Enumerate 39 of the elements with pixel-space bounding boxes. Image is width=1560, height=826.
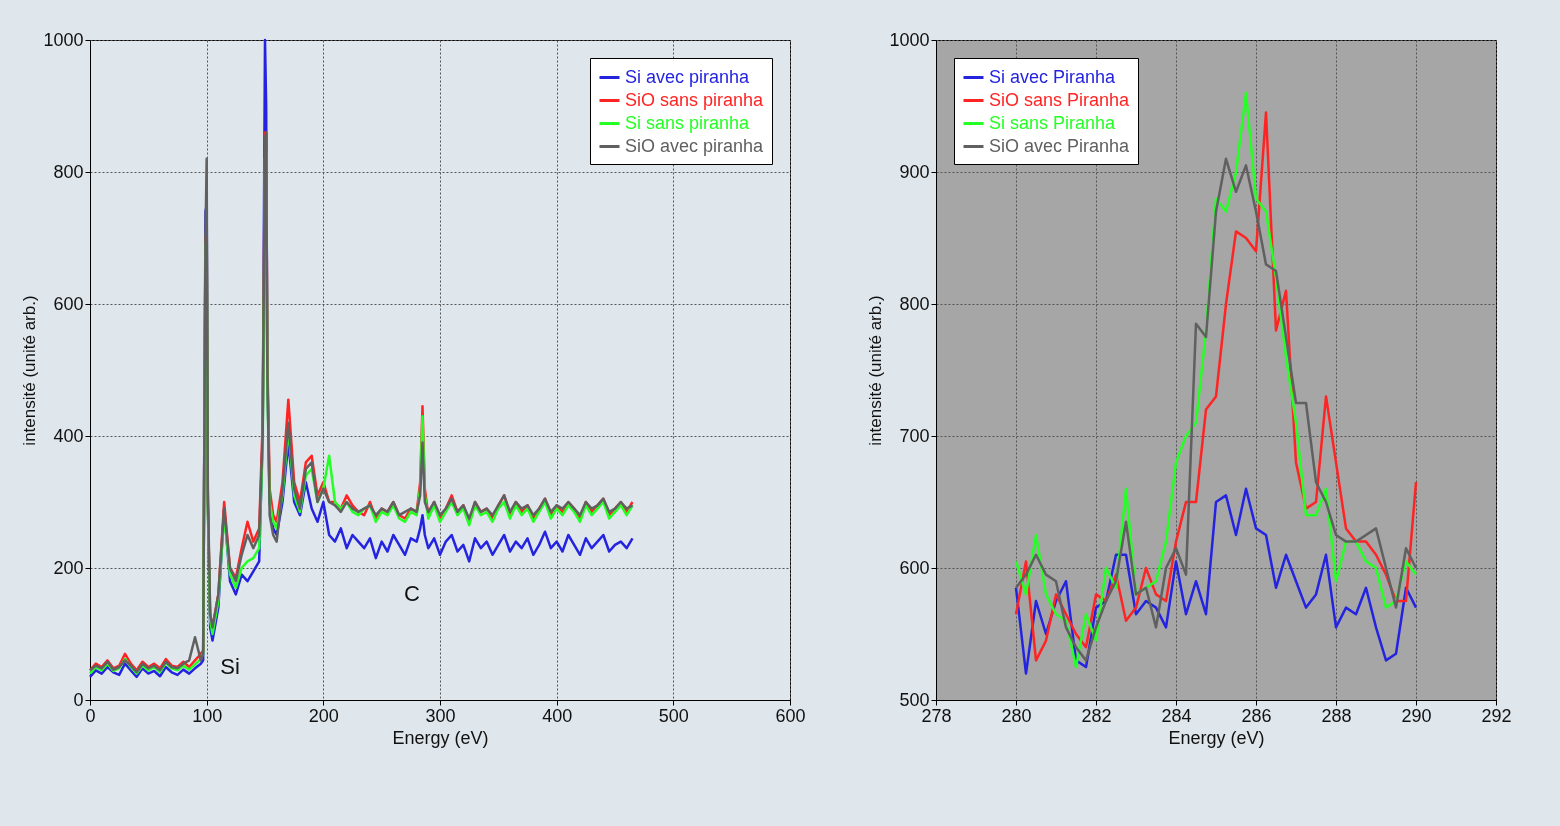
x-tick-label: 400 (542, 705, 573, 726)
y-tick-label: 600 (53, 293, 84, 314)
y-tick-label: 1000 (889, 29, 930, 50)
y-tick-label: 400 (53, 425, 84, 446)
legend-label: SiO sans Piranha (989, 89, 1131, 110)
legend-label: SiO sans piranha (625, 89, 765, 110)
legend-label: SiO avec Piranha (989, 135, 1131, 156)
legend-label: Si avec Piranha (989, 66, 1117, 87)
x-tick-label: 288 (1321, 705, 1352, 726)
legend-label: Si sans piranha (625, 112, 751, 133)
y-tick-label: 600 (899, 557, 930, 578)
x-tick-label: 282 (1081, 705, 1112, 726)
x-axis-title: Energy (eV) (392, 727, 489, 748)
y-tick-label: 700 (899, 425, 930, 446)
x-tick-label: 200 (308, 705, 339, 726)
x-tick-label: 292 (1481, 705, 1512, 726)
x-tick-label: 500 (658, 705, 689, 726)
legend-label: SiO avec piranha (625, 135, 765, 156)
x-axis-title: Energy (eV) (1168, 727, 1265, 748)
y-axis-title: intensité (unité arb.) (866, 295, 886, 446)
legend-label: Si sans Piranha (989, 112, 1117, 133)
y-tick-label: 900 (899, 161, 930, 182)
y-tick-label: 800 (899, 293, 930, 314)
line-series (1014, 487, 1418, 675)
x-tick-label: 100 (192, 705, 223, 726)
y-tick-label: 1000 (43, 29, 84, 50)
annotation: Si (220, 654, 240, 679)
x-tick-label: 290 (1401, 705, 1432, 726)
y-tick-label: 200 (53, 557, 84, 578)
x-tick-label: 280 (1001, 705, 1032, 726)
x-tick-label: 284 (1161, 705, 1192, 726)
x-tick-label: 600 (775, 705, 806, 726)
y-tick-label: 0 (73, 689, 84, 710)
y-axis-title: intensité (unité arb.) (20, 295, 40, 446)
y-tick-label: 800 (53, 161, 84, 182)
legend-label: Si avec piranha (625, 66, 751, 87)
x-tick-label: 286 (1241, 705, 1272, 726)
x-tick-label: 300 (425, 705, 456, 726)
annotation: C (404, 581, 421, 607)
